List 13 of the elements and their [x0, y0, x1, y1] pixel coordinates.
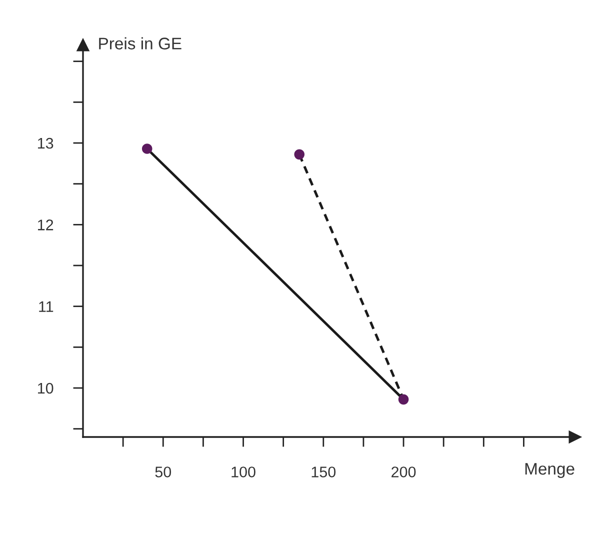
x-axis-title: Menge [525, 463, 574, 478]
y-tick-label: 10 [38, 382, 54, 394]
y-axis-title: Preis in GE [99, 37, 182, 50]
y-tick-label: 12 [38, 220, 54, 230]
y-tick-label: 13 [38, 138, 54, 149]
x-tick-label: 50 [155, 466, 172, 478]
x-tick-label: 150 [312, 466, 336, 478]
x-tick-label: 100 [232, 466, 256, 478]
y-tick-label: 11 [39, 301, 54, 312]
point [142, 144, 152, 154]
point [398, 394, 409, 405]
point [294, 149, 304, 160]
x-tick-label: 200 [392, 466, 416, 478]
